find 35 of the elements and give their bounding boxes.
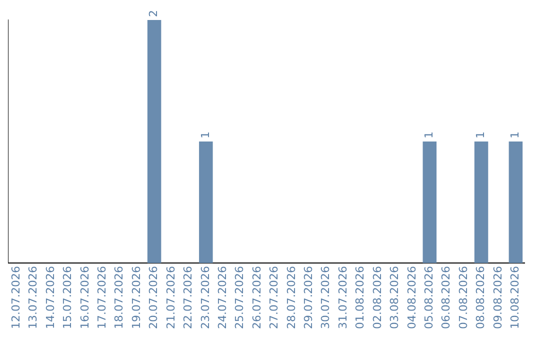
x-tick-label: 07.08.2026 [456, 266, 470, 330]
x-tick-label: 20.07.2026 [147, 266, 160, 330]
x-tick-label: 13.07.2026 [26, 266, 40, 330]
x-tick-label: 25.07.2026 [233, 266, 246, 330]
x-tick-label: 14.07.2026 [44, 266, 57, 330]
x-tick-label: 29.07.2026 [302, 266, 316, 330]
data-label: 1 [422, 132, 436, 139]
x-tick-label: 31.07.2026 [336, 266, 350, 330]
data-label: 1 [474, 132, 488, 139]
x-tick-label: 18.07.2026 [112, 266, 126, 330]
x-tick-label: 16.07.2026 [78, 266, 92, 330]
x-tick-label: 12.07.2026 [9, 266, 22, 330]
x-tick-label: 09.08.2026 [491, 266, 504, 330]
x-tick-label: 26.07.2026 [250, 266, 264, 330]
x-tick-label: 28.07.2026 [284, 266, 298, 330]
x-tick-label: 05.08.2026 [422, 266, 436, 330]
x-tick-label: 22.07.2026 [182, 266, 195, 330]
x-tick-label: 08.08.2026 [474, 266, 488, 330]
x-tick-label: 17.07.2026 [96, 266, 109, 330]
x-tick-label: 06.08.2026 [440, 266, 453, 330]
x-tick-label: 19.07.2026 [130, 266, 143, 330]
x-tick-label: 03.08.2026 [388, 266, 402, 330]
x-tick-label: 21.07.2026 [164, 266, 178, 330]
x-tick-label: 15.07.2026 [61, 266, 74, 330]
data-label: 2 [147, 10, 160, 17]
x-tick-label: 02.08.2026 [370, 266, 384, 330]
x-tick-label: 01.08.2026 [354, 266, 367, 330]
data-label: 1 [508, 132, 522, 139]
x-tick-label: 24.07.2026 [216, 266, 229, 330]
x-tick-label: 30.07.2026 [319, 266, 332, 330]
x-tick-label: 04.08.2026 [405, 266, 418, 330]
x-tick-label: 10.08.2026 [508, 266, 522, 330]
x-tick-label: 23.07.2026 [198, 266, 212, 330]
data-label: 1 [198, 132, 212, 139]
x-tick-label: 27.07.2026 [268, 266, 281, 330]
